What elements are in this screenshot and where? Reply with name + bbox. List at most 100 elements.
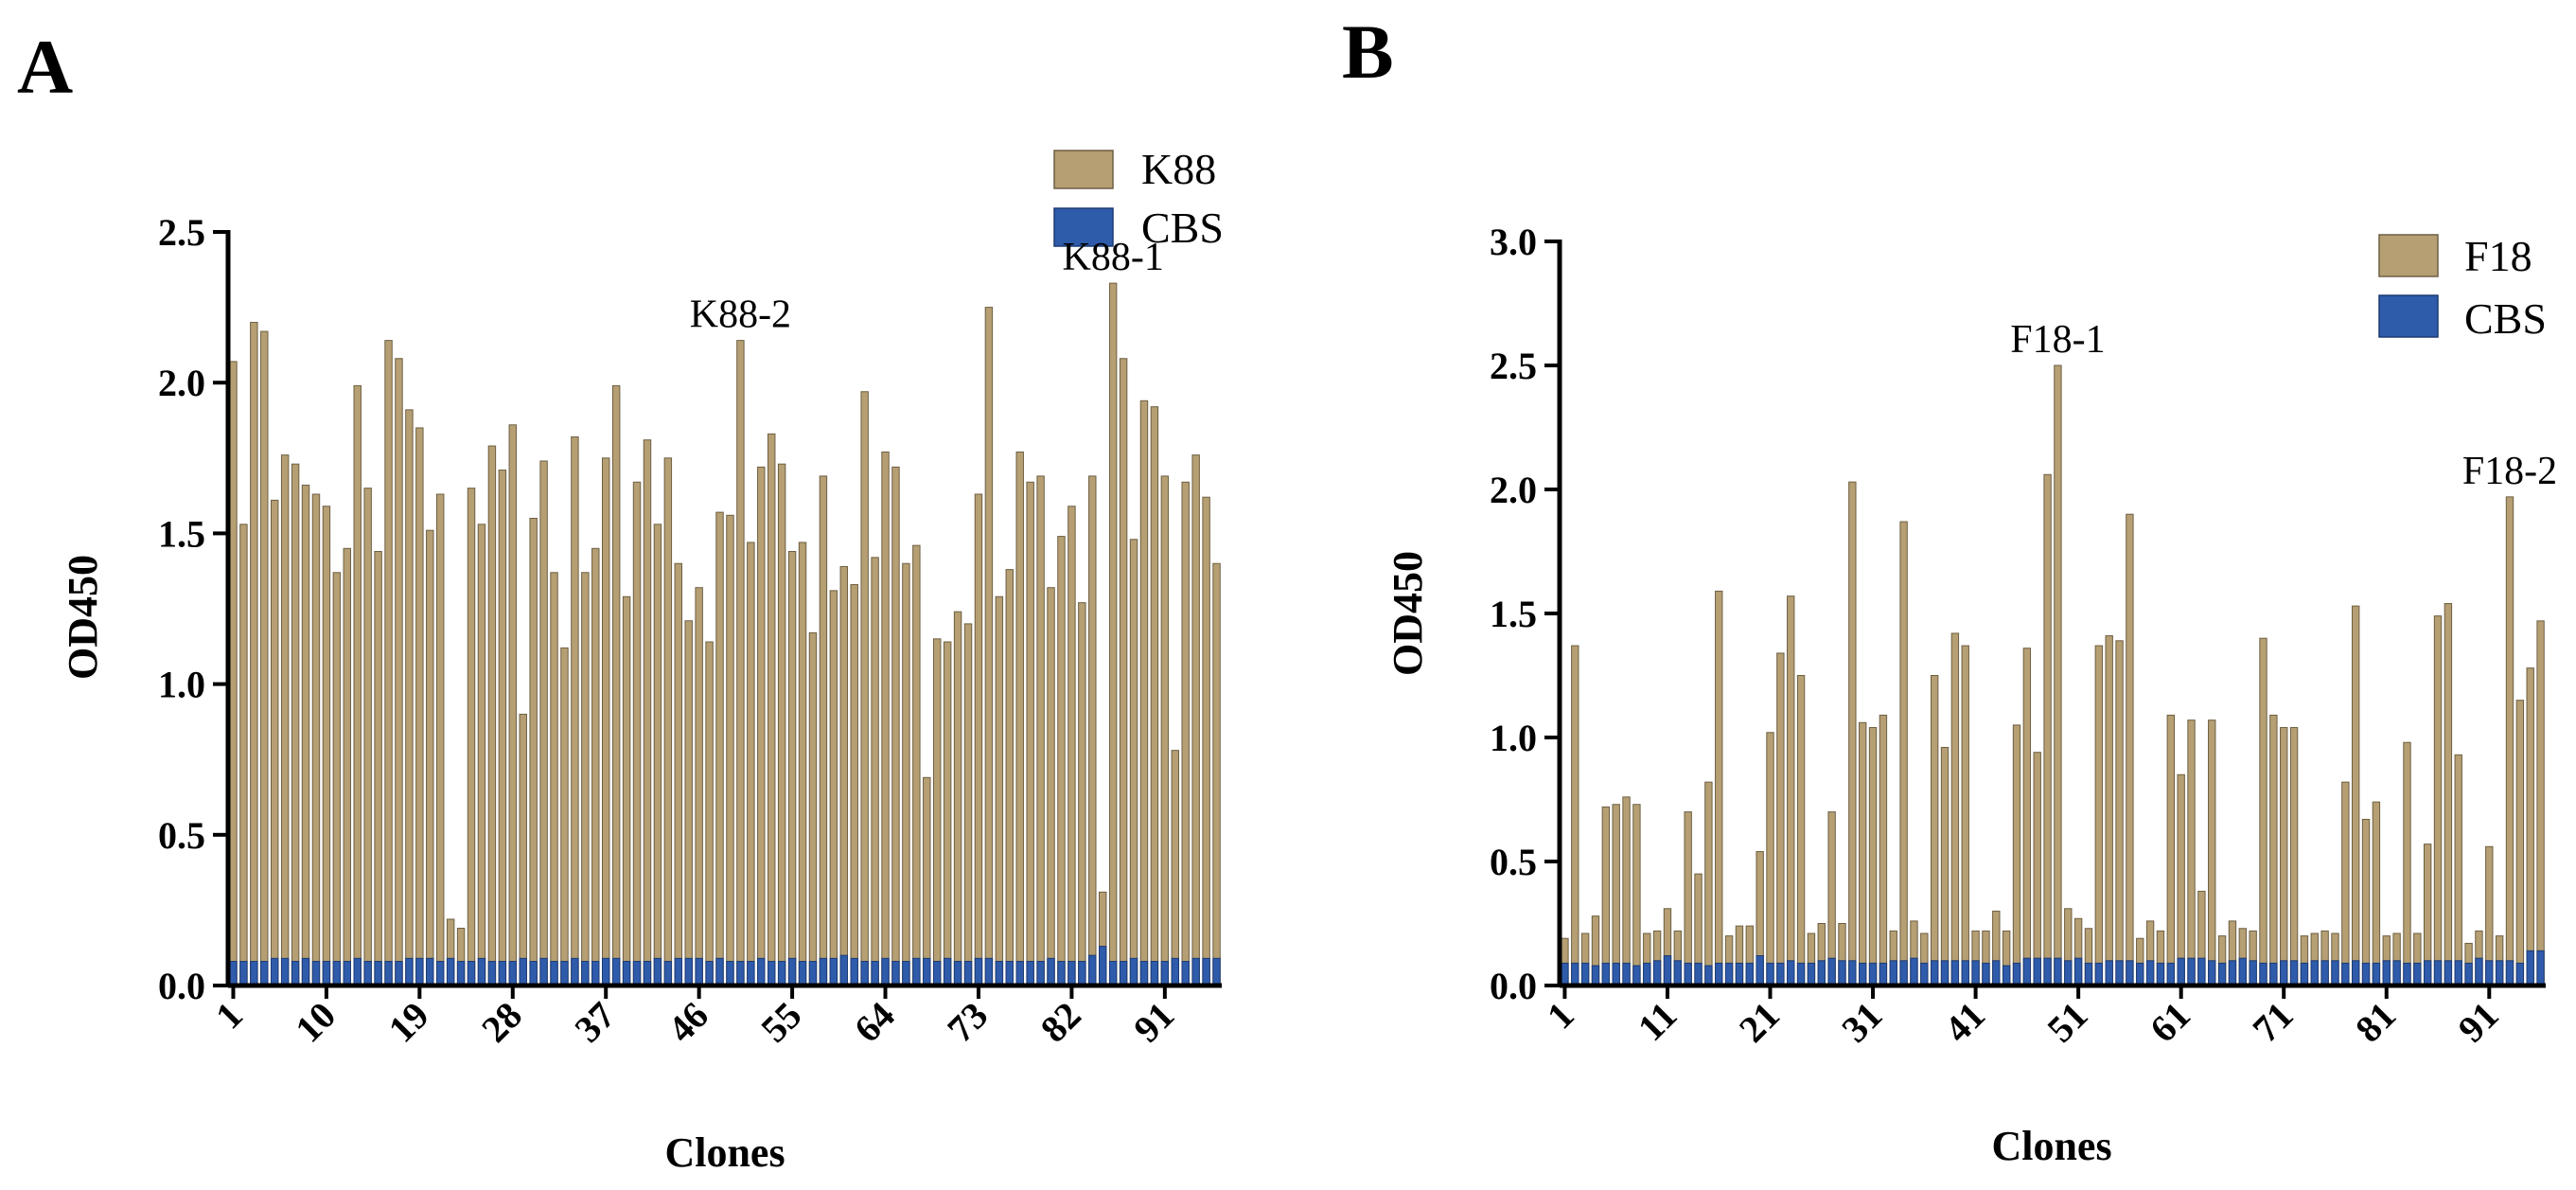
cbs-bar-26 <box>1817 960 1826 986</box>
bar-24 <box>1796 675 1806 986</box>
bar-90 <box>1150 406 1159 986</box>
cbs-bar-32 <box>550 961 558 986</box>
cbs-bar-68 <box>923 957 931 986</box>
cbs-bar-21 <box>436 961 445 986</box>
cbs-bar-35 <box>581 961 590 986</box>
cbs-bar-24 <box>467 961 476 986</box>
bar-19 <box>415 427 424 986</box>
cbs-bar-52 <box>757 957 766 986</box>
cbs-bar-8 <box>1632 965 1641 986</box>
bar-88 <box>2454 754 2462 986</box>
x-tick-label: 91 <box>1125 994 1182 1051</box>
cbs-bar-37 <box>1930 960 1939 986</box>
cbs-bar-92 <box>1171 957 1180 986</box>
bar-33 <box>560 647 569 986</box>
cbs-bar-38 <box>611 957 621 986</box>
x-tick-label: 1 <box>1539 994 1582 1038</box>
cbs-bar-59 <box>2156 962 2165 986</box>
cbs-bar-60 <box>2166 962 2176 986</box>
bar-5 <box>271 499 279 986</box>
cbs-bar-36 <box>1920 962 1929 986</box>
bar-69 <box>2259 637 2267 986</box>
bar-84 <box>1088 475 1097 986</box>
bar-17 <box>395 358 403 986</box>
cbs-bar-2 <box>239 961 248 986</box>
cbs-bar-7 <box>291 961 300 986</box>
cbs-bar-47 <box>705 961 714 986</box>
bar-72 <box>963 623 973 986</box>
cbs-bar-9 <box>1643 962 1651 986</box>
bar-2 <box>239 524 248 986</box>
cbs-bar-59 <box>829 957 838 986</box>
y-tick-label: 2.5 <box>1490 345 1537 387</box>
panel-a-x-axis-title: Clones <box>664 1129 785 1176</box>
cbs-bar-55 <box>787 957 797 986</box>
cbs-bar-13 <box>1684 962 1692 986</box>
bar-12 <box>343 547 351 986</box>
x-tick-label: 46 <box>660 994 716 1051</box>
bar-40 <box>1961 645 1969 986</box>
bar-24 <box>467 488 476 986</box>
bar-49 <box>2054 364 2062 986</box>
y-tick-label: 1.0 <box>158 664 205 706</box>
cbs-bar-29 <box>1848 960 1857 986</box>
panel-b-axes <box>1544 240 2546 999</box>
cbs-bar-71 <box>953 961 962 986</box>
bar-9 <box>311 493 321 986</box>
bar-8 <box>1632 804 1641 986</box>
cbs-bar-67 <box>912 957 921 986</box>
cbs-bar-19 <box>415 957 424 986</box>
bar-64 <box>881 451 890 986</box>
cbs-bar-78 <box>1026 961 1034 986</box>
bar-70 <box>943 641 952 986</box>
bar-78 <box>2352 605 2360 986</box>
cbs-bar-54 <box>777 961 786 986</box>
bar-43 <box>663 457 673 986</box>
cbs-bar-32 <box>1879 962 1888 986</box>
cbs-bar-93 <box>2505 960 2514 986</box>
bar-15 <box>374 551 382 986</box>
annotation-k88-2: K88-2 <box>690 293 791 337</box>
cbs-bar-76 <box>1005 961 1015 986</box>
panel-b-chart: B 0.00.51.01.52.02.53.01 11 21 31 41 51 61 71 81… <box>1342 9 2557 1169</box>
bar-81 <box>1057 536 1066 986</box>
x-tick-label: 73 <box>939 994 996 1051</box>
cbs-bar-53 <box>2094 962 2104 986</box>
cbs-bar-87 <box>1119 961 1128 986</box>
cbs-bar-68 <box>2249 960 2257 986</box>
bar-46 <box>2022 648 2032 986</box>
bar-63 <box>871 557 879 986</box>
cbs-bar-43 <box>663 961 673 986</box>
bar-2 <box>1571 645 1579 986</box>
cbs-bar-5 <box>271 957 279 986</box>
x-tick-label: 21 <box>1731 994 1788 1051</box>
cbs-bar-45 <box>684 957 693 986</box>
bar-78 <box>1026 481 1034 986</box>
bar-13 <box>353 384 362 986</box>
cbs-bar-79 <box>1036 961 1045 986</box>
cbs-bar-61 <box>2177 957 2185 986</box>
bar-69 <box>933 638 942 986</box>
annotation-f18-2: F18-2 <box>2462 450 2557 493</box>
bar-30 <box>1859 721 1867 986</box>
bar-73 <box>974 493 983 986</box>
cbs-bar-72 <box>963 961 973 986</box>
legend-label-cbs: CBS <box>1141 204 1224 252</box>
panel-b-bars <box>1561 364 2545 986</box>
x-tick-label: 28 <box>473 994 530 1051</box>
bar-77 <box>1015 451 1024 986</box>
bar-8 <box>301 484 310 986</box>
bar-56 <box>2126 513 2134 986</box>
cbs-bar-19 <box>1745 962 1754 986</box>
cbs-bar-82 <box>1067 961 1076 986</box>
cbs-bar-55 <box>2115 960 2124 986</box>
bar-29 <box>1848 481 1857 986</box>
bar-23 <box>1787 595 1795 986</box>
cbs-bar-77 <box>1015 961 1024 986</box>
cbs-bar-73 <box>2300 962 2309 986</box>
bar-59 <box>829 590 838 986</box>
y-tick-label: 1.5 <box>158 512 205 555</box>
bar-32 <box>550 572 558 986</box>
cbs-bar-18 <box>405 957 414 986</box>
x-tick-label: 82 <box>1032 994 1089 1051</box>
